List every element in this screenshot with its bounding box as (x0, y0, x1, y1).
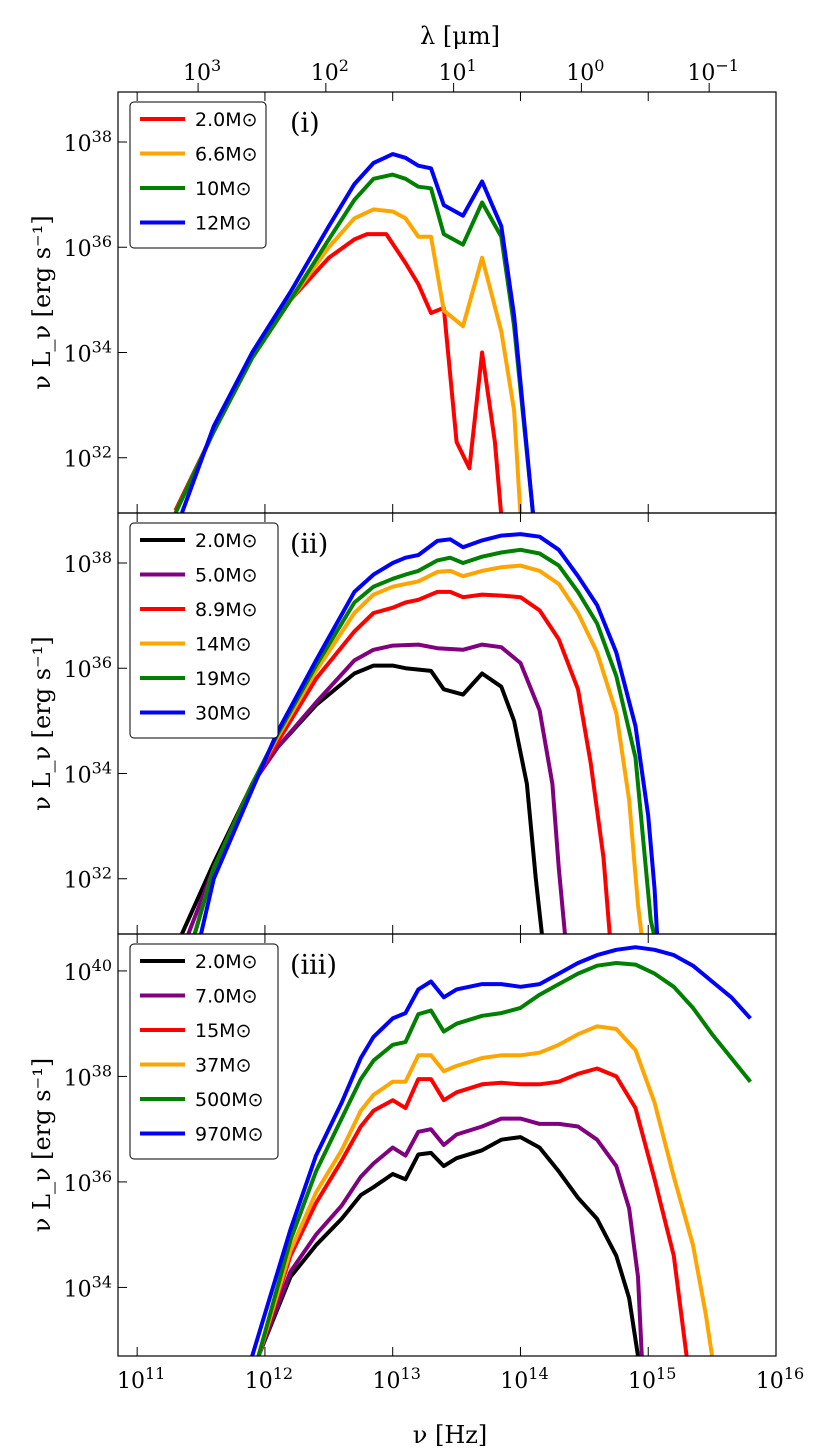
y-tick-label: 1034 (64, 1272, 112, 1302)
legend-label: 14M⊙ (195, 634, 252, 656)
y-tick-label: 1036 (64, 232, 112, 262)
panel-2: 1032 1034 1036 1038 ν L_ν [erg s⁻¹] 2.0M⊙ 5.0M… (28, 512, 777, 935)
series-line-37msun (256, 1024, 715, 1356)
panel-label: (iii) (290, 950, 337, 981)
y-tick-label: 1038 (64, 1061, 112, 1091)
y-tick-label: 1036 (64, 653, 112, 683)
series-line-5-0msun (186, 642, 567, 934)
x-tick-label: 1016 (756, 1364, 804, 1394)
y-axis-label: ν L_ν [erg s⁻¹] (28, 215, 56, 389)
legend-label: 15M⊙ (195, 1020, 252, 1042)
series-line-10msun (173, 172, 535, 513)
legend-box (129, 101, 267, 249)
series-line-12msun (180, 152, 535, 513)
bottom-axis-label: ν [Hz] (413, 1421, 488, 1449)
legend-label: 2.0M⊙ (195, 530, 258, 552)
legend-label: 500M⊙ (195, 1089, 264, 1111)
top-axis-label: λ [μm] (420, 22, 500, 50)
series-line-500msun (256, 961, 752, 1356)
ticks: 1032 1034 1036 1038 (64, 92, 777, 513)
series-line-19msun (192, 547, 657, 934)
legend-label: 5.0M⊙ (195, 565, 258, 587)
ticks: 1032 1034 1036 1038 (64, 513, 777, 934)
legend: 2.0M⊙ 7.0M⊙ 15M⊙ 37M⊙ 500M⊙ 970M⊙ (129, 943, 279, 1160)
legend-label: 7.0M⊙ (195, 986, 258, 1008)
legend-label: 970M⊙ (195, 1124, 264, 1146)
top-tick-label: 103 (183, 56, 221, 86)
series-group (173, 152, 535, 513)
x-tick-label: 1011 (117, 1364, 165, 1394)
legend-label: 30M⊙ (195, 703, 252, 725)
legend-box (129, 943, 279, 1160)
legend-label: 6.6M⊙ (195, 144, 258, 166)
top-tick-label: 102 (311, 56, 349, 86)
y-tick-label: 1038 (64, 548, 112, 578)
panel-label: (ii) (290, 529, 328, 560)
legend-label: 10M⊙ (195, 178, 252, 200)
bottom-axis-ticks: 1011 1012 1013 1014 1015 1016 (117, 1364, 804, 1394)
series-group (250, 945, 752, 1356)
y-tick-label: 1040 (64, 956, 112, 986)
y-tick-label: 1036 (64, 1167, 112, 1197)
panel-label: (i) (290, 108, 320, 139)
series-line-2-0msun (256, 1135, 640, 1356)
series-line-8-9msun (192, 589, 612, 934)
legend-box (129, 522, 279, 739)
y-axis-label: ν L_ν [erg s⁻¹] (28, 1058, 56, 1232)
series-line-30msun (199, 532, 660, 934)
x-tick-label: 1012 (245, 1364, 293, 1394)
y-tick-label: 1032 (64, 443, 112, 473)
legend-label: 2.0M⊙ (195, 951, 258, 973)
series-line-970msun (250, 945, 752, 1356)
series-line-2-0msun (173, 232, 504, 513)
x-tick-label: 1013 (373, 1364, 421, 1394)
series-group (180, 532, 660, 934)
series-line-15msun (256, 1066, 689, 1356)
legend-label: 19M⊙ (195, 668, 252, 690)
panel-1: 1032 1034 1036 1038 ν L_ν [erg s⁻¹] 2.0M⊙ 6.6M… (28, 91, 777, 514)
panel-frame (117, 933, 777, 1357)
y-tick-label: 1038 (64, 127, 112, 157)
top-axis-ticks: 103 102 101 100 10−1 (183, 56, 739, 92)
legend-label: 2.0M⊙ (195, 109, 258, 131)
legend-label: 12M⊙ (195, 213, 252, 235)
x-tick-label: 1014 (500, 1364, 548, 1394)
top-tick-label: 10−1 (687, 56, 739, 86)
top-tick-label: 100 (566, 56, 604, 86)
y-tick-label: 1032 (64, 864, 112, 894)
legend-label: 37M⊙ (195, 1055, 252, 1077)
legend-label: 8.9M⊙ (195, 599, 258, 621)
x-tick-label: 1015 (628, 1364, 676, 1394)
legend: 2.0M⊙ 6.6M⊙ 10M⊙ 12M⊙ (129, 101, 267, 249)
ticks: 1034 1036 1038 1040 (64, 934, 777, 1356)
panel-3: 1034 1036 1038 1040 ν L_ν [erg s⁻¹] 2.0M⊙ 7.0M… (28, 933, 777, 1357)
legend: 2.0M⊙ 5.0M⊙ 8.9M⊙ 14M⊙ 19M⊙ 30M⊙ (129, 522, 279, 739)
y-tick-label: 1034 (64, 758, 112, 788)
top-tick-label: 101 (439, 56, 477, 86)
series-line-14msun (192, 563, 644, 934)
series-line-7-0msun (256, 1116, 644, 1356)
panels: 1032 1034 1036 1038 ν L_ν [erg s⁻¹] 2.0M⊙ 6.6M… (28, 91, 777, 1357)
y-axis-label: ν L_ν [erg s⁻¹] (28, 636, 56, 810)
y-tick-label: 1034 (64, 337, 112, 367)
